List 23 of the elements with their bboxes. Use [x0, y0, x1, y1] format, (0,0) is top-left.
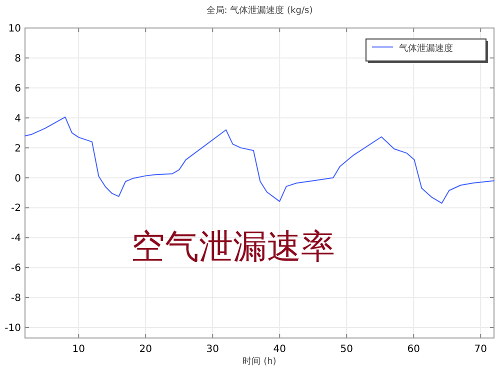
- y-tick-label: 6: [14, 83, 21, 94]
- x-tick-label: 40: [273, 344, 286, 355]
- line-series: [24, 116, 494, 204]
- y-tick-label: -6: [11, 263, 21, 274]
- annotation: 空气泄漏速率: [131, 227, 335, 267]
- y-tick-label: 4: [14, 113, 21, 124]
- x-tick-label: 10: [72, 344, 85, 355]
- legend-label: 气体泄漏速度: [399, 43, 453, 54]
- y-tick-label: -2: [11, 203, 21, 214]
- y-tick-label: -8: [11, 293, 21, 304]
- chart-title: 全局: 气体泄漏速度 (kg/s): [206, 5, 313, 16]
- x-tick-label: 50: [340, 344, 353, 355]
- x-tick-label: 20: [139, 344, 152, 355]
- x-tick-label: 30: [206, 344, 219, 355]
- x-tick-label: 70: [474, 344, 487, 355]
- y-tick-label: 10: [8, 24, 21, 34]
- y-tick-label: 2: [14, 143, 21, 154]
- y-tick-label: -4: [11, 233, 21, 244]
- y-tick-label: -10: [4, 323, 21, 334]
- x-tick-label: 60: [407, 344, 420, 355]
- y-tick-label: 8: [14, 53, 21, 64]
- y-tick-label: 0: [14, 173, 21, 184]
- x-axis-title: 时间 (h): [242, 356, 276, 367]
